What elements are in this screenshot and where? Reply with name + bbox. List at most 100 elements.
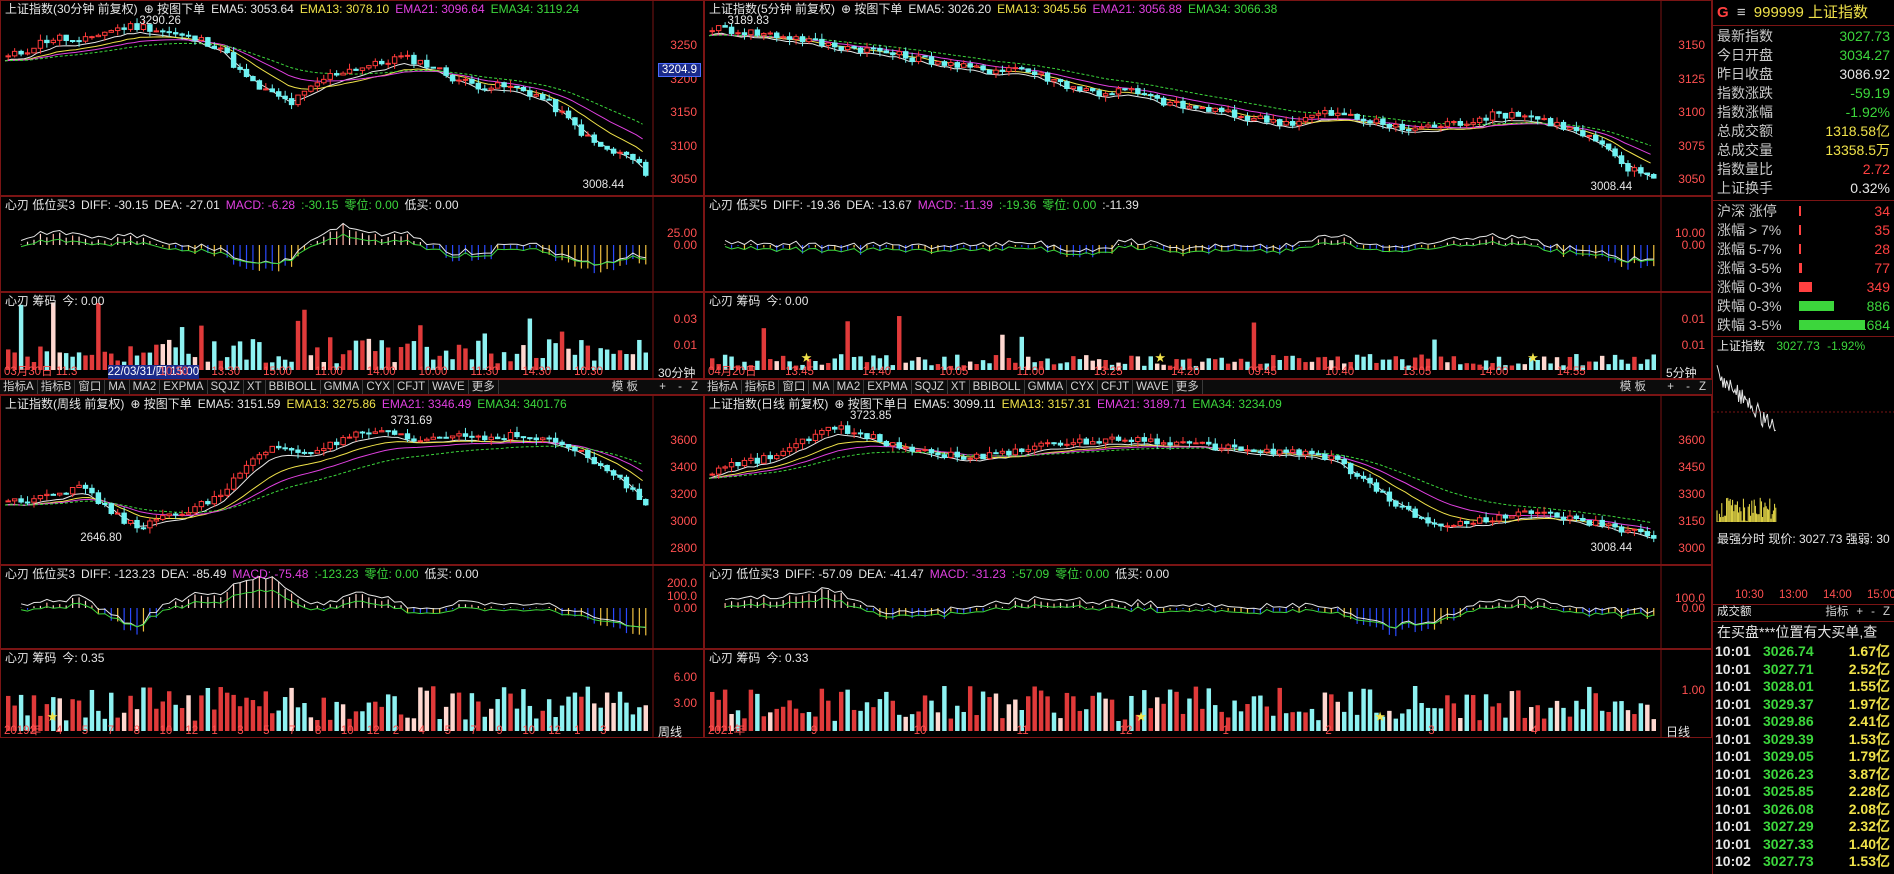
toolbar-tab[interactable]: CFJT xyxy=(394,380,430,394)
toolbar-tab[interactable]: MA2 xyxy=(834,380,865,394)
toolbar-tab[interactable]: 指标A xyxy=(0,380,38,394)
volume-bar xyxy=(1529,707,1534,731)
time-label: 7 xyxy=(470,725,477,737)
candle xyxy=(1231,109,1238,118)
period-label[interactable]: 日线 xyxy=(1666,725,1691,739)
volume-chart-p5[interactable] xyxy=(705,293,1712,379)
price-chart-p30[interactable] xyxy=(1,1,704,196)
volume-bar xyxy=(1084,709,1089,731)
toolbar-tab[interactable]: WAVE xyxy=(1133,380,1173,394)
mini-intraday-chart[interactable] xyxy=(1713,352,1894,592)
toolbar-tab[interactable]: EXPMA xyxy=(160,380,208,394)
price-chart-pD[interactable] xyxy=(705,396,1712,565)
trade-tab[interactable]: Z xyxy=(1882,606,1890,618)
toolbar-tab[interactable]: 指标B xyxy=(742,380,780,394)
toolbar-tab[interactable]: EXPMA xyxy=(864,380,912,394)
toolbar-tab[interactable]: 窗口 xyxy=(75,380,106,394)
volume-pane-pD[interactable]: 心刃 筹码 今: 0.33 ★ ★ 1.00 xyxy=(704,649,1712,738)
toolbar-tab[interactable]: WAVE xyxy=(429,380,469,394)
toolbar-tab[interactable]: MA xyxy=(105,380,130,394)
volume-chart-pD[interactable] xyxy=(705,650,1712,738)
toolbar-tab[interactable]: CFJT xyxy=(1098,380,1134,394)
time-label: 2019年 xyxy=(4,725,42,737)
toolbar-tab[interactable]: CYX xyxy=(1067,380,1098,394)
order-button[interactable]: ⊕ 按图下单 xyxy=(841,2,903,16)
toolbar-tab[interactable]: XT xyxy=(948,380,970,394)
volume-pane-p30[interactable]: 心刃 筹码 今: 0.00 0.03 0.01 xyxy=(0,292,704,379)
toolbar-tab[interactable]: SQJZ xyxy=(208,380,244,394)
candle xyxy=(1451,524,1457,527)
candle xyxy=(1528,510,1534,514)
toolbar-control[interactable]: + xyxy=(1667,381,1674,393)
toolbar-tab[interactable]: XT xyxy=(244,380,266,394)
toolbar-tab[interactable]: 更多 xyxy=(1173,380,1203,394)
volume-bar xyxy=(379,340,384,370)
toolbar-tab[interactable]: GMMA xyxy=(321,380,364,394)
macd-chart-pW[interactable] xyxy=(1,566,704,649)
toolbar-tab[interactable]: BBIBOLL xyxy=(266,380,321,394)
time-label: 10 xyxy=(522,725,536,737)
toolbar-tab[interactable]: 指标B xyxy=(38,380,76,394)
time-label: 8 xyxy=(133,725,140,737)
price-pane-pW[interactable]: 上证指数(周线 前复权) ⊕ 按图下单 EMA5: 3151.59 EMA13: 32… xyxy=(0,395,704,565)
price-chart-pW[interactable] xyxy=(1,396,704,565)
toolbar-tab[interactable]: 窗口 xyxy=(779,380,810,394)
candle xyxy=(404,54,411,57)
volume-bar xyxy=(18,694,24,731)
toolbar-tab[interactable]: 更多 xyxy=(469,380,499,394)
order-button[interactable]: ⊕ 按图下单日 xyxy=(834,397,908,411)
period-label[interactable]: 30分钟 xyxy=(658,366,696,380)
trade-tab[interactable]: 指标 xyxy=(1825,606,1849,618)
volume-bar xyxy=(961,711,966,731)
volume-bar xyxy=(224,692,230,731)
quote-header[interactable]: G ≡ 999999 上证指数 xyxy=(1717,2,1891,24)
macd-pane-pD[interactable]: 心刃 低位买3 DIFF: -57.09 DEA: -41.47 MACD: -31.… xyxy=(704,565,1712,649)
macd-pane-p30[interactable]: 心刃 低位买3 DIFF: -30.15 DEA: -27.01 MACD: -6.2… xyxy=(0,196,704,292)
toolbar-tab[interactable]: SQJZ xyxy=(912,380,948,394)
volume-chart-pW[interactable] xyxy=(1,650,704,738)
toolbar-tab[interactable]: BBIBOLL xyxy=(970,380,1025,394)
toolbar-tab[interactable]: GMMA xyxy=(1025,380,1068,394)
toolbar-control[interactable]: Z xyxy=(690,381,698,393)
time-label: 12 xyxy=(548,725,562,737)
toolbar-tab[interactable]: 指标A xyxy=(704,380,742,394)
toolbar-control[interactable]: - xyxy=(1686,381,1690,393)
price-pane-p5[interactable]: 上证指数(5分钟 前复权) ⊕ 按图下单 EMA5: 3026.20 EMA13: 3… xyxy=(704,0,1712,196)
price-pane-p30[interactable]: 上证指数(30分钟 前复权) ⊕ 按图下单 EMA5: 3053.64 EMA13: … xyxy=(0,0,704,196)
volume-pane-pW[interactable]: 心刃 筹码 今: 0.35 ★ 6.00 3.00 xyxy=(0,649,704,738)
trade-tab[interactable]: - xyxy=(1871,606,1875,618)
trade-header-label[interactable]: 成交额 xyxy=(1717,606,1752,618)
volume-pane-p5[interactable]: 心刃 筹码 今: 0.00 ★ ★ ★ 0.01 0.01 xyxy=(704,292,1712,379)
mini-chart-title: 上证指数 3027.73 -1.92% xyxy=(1717,339,1866,353)
candle xyxy=(37,495,44,500)
price-chart-p5[interactable] xyxy=(705,1,1712,196)
ema5-value: EMA5: 3099.11 xyxy=(913,397,996,411)
macd-pane-pW[interactable]: 心刃 低位买3 DIFF: -123.23 DEA: -85.49 MACD: -75… xyxy=(0,565,704,649)
period-label[interactable]: 周线 xyxy=(658,725,683,739)
volume-chart-p30[interactable] xyxy=(1,293,704,379)
toolbar-control[interactable]: 模 板 xyxy=(611,381,638,393)
trade-tab[interactable]: + xyxy=(1856,606,1864,618)
order-button[interactable]: ⊕ 按图下单 xyxy=(143,2,206,16)
macd-chart-p30[interactable] xyxy=(1,197,704,292)
trade-price: 3026.08 xyxy=(1763,800,1814,817)
volume-bar xyxy=(611,353,616,370)
macd-chart-p5[interactable] xyxy=(705,197,1712,292)
macd-pane-p5[interactable]: 心刃 低买5 DIFF: -19.36 DEA: -13.67 MACD: -11.3… xyxy=(704,196,1712,292)
candle xyxy=(211,496,218,505)
macd-chart-pD[interactable] xyxy=(705,566,1712,649)
volume-bar xyxy=(935,364,941,370)
toolbar-control[interactable]: 模 板 xyxy=(1619,381,1646,393)
price-pane-pD[interactable]: 上证指数(日线 前复权) ⊕ 按图下单日 EMA5: 3099.11 EMA13: 3… xyxy=(704,395,1712,565)
toolbar-tab[interactable]: MA xyxy=(809,380,834,394)
period-label[interactable]: 5分钟 xyxy=(1666,366,1697,380)
toolbar-control[interactable]: Z xyxy=(1698,381,1706,393)
toolbar-control[interactable]: + xyxy=(659,381,666,393)
macd-axis-tick: 0.00 xyxy=(673,238,697,252)
order-button[interactable]: ⊕ 按图下单 xyxy=(130,397,192,411)
toolbar-control[interactable]: - xyxy=(678,381,682,393)
toolbar-tab[interactable]: CYX xyxy=(363,380,394,394)
toolbar-tab[interactable]: MA2 xyxy=(130,380,161,394)
menu-icon[interactable]: ≡ xyxy=(1736,4,1746,21)
candle xyxy=(185,512,192,515)
